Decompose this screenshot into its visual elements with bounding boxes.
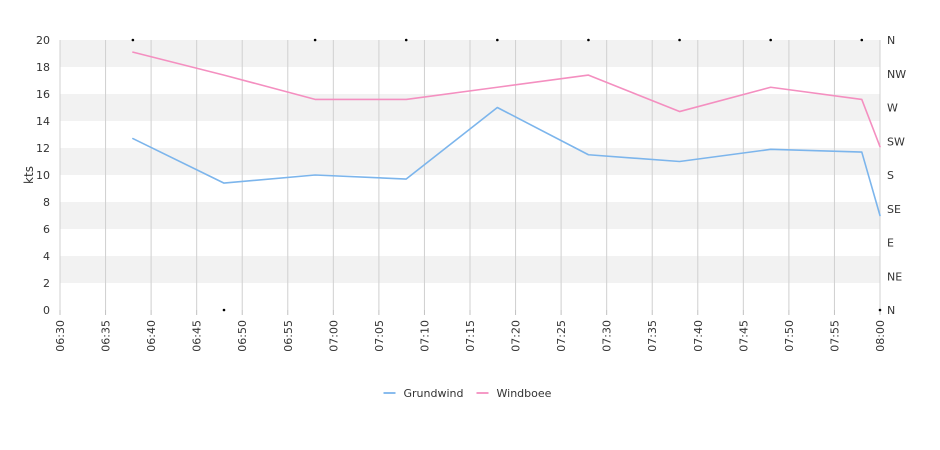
y-tick-label: 6	[43, 223, 50, 236]
series-line-windboee	[132, 51, 881, 148]
y-tick-label: 2	[43, 277, 50, 290]
y-axis-title: kts	[22, 166, 36, 184]
direction-marker	[878, 308, 882, 312]
direction-marker	[769, 38, 772, 42]
x-tick-label: 06:30	[54, 320, 67, 352]
direction-tick-label: NE	[887, 270, 902, 283]
vertical-gridlines	[59, 40, 881, 310]
x-tick-label: 06:35	[100, 320, 113, 352]
direction-marker	[678, 38, 681, 42]
x-tick-label: 07:50	[783, 320, 796, 352]
y-tick-label: 4	[43, 250, 50, 263]
x-tick-label: 07:30	[601, 320, 614, 352]
x-tick-label: 07:45	[737, 320, 750, 352]
legend-label: Windboee	[497, 387, 552, 400]
x-tick-label: 07:55	[828, 320, 841, 352]
direction-tick-label: SE	[887, 203, 901, 216]
x-tick-label: 06:55	[282, 320, 295, 352]
x-tick-label: 07:35	[646, 320, 659, 352]
x-tick-label: 07:00	[327, 320, 340, 352]
legend-item-windboee: Windboee	[476, 387, 552, 400]
y-tick-label: 12	[36, 142, 50, 155]
x-tick-label: 07:40	[692, 320, 705, 352]
x-tick-label: 06:40	[145, 320, 158, 352]
direction-tick-label: N	[887, 34, 895, 47]
y-tick-label: 20	[36, 34, 50, 47]
direction-tick-label: S	[887, 169, 894, 182]
x-tick-label: 06:45	[191, 320, 204, 352]
direction-marker	[131, 38, 135, 42]
legend-label: Grundwind	[404, 387, 464, 400]
direction-tick-label: N	[887, 304, 895, 317]
y-tick-label: 18	[36, 61, 50, 74]
direction-marker	[222, 308, 226, 312]
direction-tick-label: NW	[887, 68, 906, 81]
direction-marker	[496, 38, 499, 42]
direction-axis-right: N NW W SW S SE E NE N	[887, 34, 906, 317]
direction-marker	[313, 38, 317, 42]
x-axis: 06:30 06:35 06:40 06:45 06:50 06:55 07:00 07:05…	[54, 310, 887, 352]
x-tick-label: 07:20	[510, 320, 523, 352]
direction-marker	[404, 38, 408, 42]
y-tick-label: 8	[43, 196, 50, 209]
direction-tick-label: W	[887, 102, 898, 115]
x-tick-label: 08:00	[874, 320, 887, 352]
y-tick-label: 16	[36, 88, 50, 101]
direction-markers	[131, 38, 882, 312]
direction-marker	[860, 38, 864, 42]
legend: Grundwind Windboee	[383, 387, 552, 400]
direction-tick-label: E	[887, 237, 894, 250]
y-axis-left: 0 2 4 6 8 10 12 14 16 18 20	[36, 34, 50, 317]
x-tick-label: 06:50	[236, 320, 249, 352]
y-tick-label: 0	[43, 304, 50, 317]
direction-marker	[587, 38, 590, 42]
x-tick-label: 07:15	[464, 320, 477, 352]
y-tick-label: 10	[36, 169, 50, 182]
y-tick-label: 14	[36, 115, 50, 128]
x-tick-label: 07:25	[555, 320, 568, 352]
x-tick-label: 07:10	[418, 320, 431, 352]
legend-item-grundwind: Grundwind	[383, 387, 464, 400]
series-line-grundwind	[132, 106, 881, 217]
direction-tick-label: SW	[887, 135, 905, 148]
series-lines	[132, 51, 881, 217]
x-tick-label: 07:05	[373, 320, 386, 352]
